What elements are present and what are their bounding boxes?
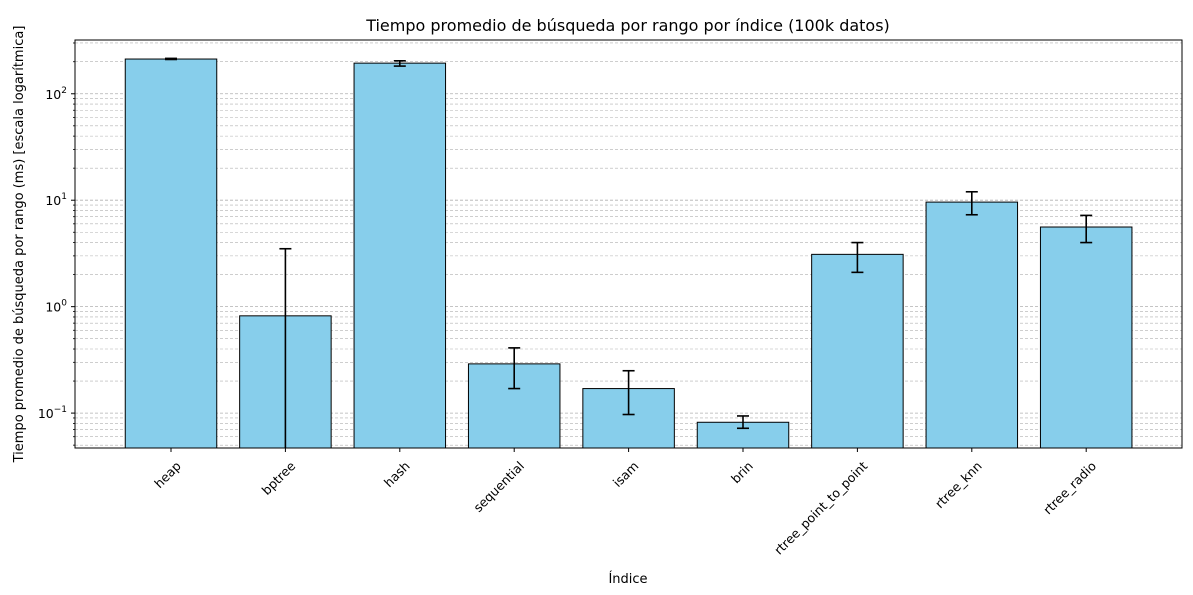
bar-hash (353, 62, 447, 449)
x-tick-label: hash (381, 458, 413, 490)
y-tick-label: 101 (45, 192, 67, 208)
x-axis-ticks: heap bptree hash sequential isam brin rtree_po… (151, 448, 1099, 558)
x-tick-label: heap (151, 458, 184, 491)
x-tick-label: rtree_point_to_point (771, 458, 870, 557)
bar-rtree_radio (1039, 226, 1133, 449)
error-bars-group (165, 57, 1093, 448)
bar-heap (124, 58, 218, 449)
x-tick-label: rtree_knn (932, 458, 985, 511)
x-axis-label: Índice (608, 571, 647, 587)
x-tick-label: sequential (470, 458, 527, 515)
y-tick-label: 100 (45, 299, 67, 315)
bar-rtree_point_to_point (811, 253, 904, 449)
x-tick-label: rtree_radio (1040, 458, 1099, 517)
y-tick-label: 102 (45, 86, 67, 102)
y-axis-label: Tiempo promedio de búsqueda por rango (m… (12, 26, 27, 464)
x-tick-label: bptree (259, 458, 299, 498)
bar-rtree_knn (925, 201, 1019, 449)
bars-group (124, 58, 1133, 449)
chart-title: Tiempo promedio de búsqueda por rango po… (365, 16, 890, 35)
y-tick-label: 10−1 (38, 405, 67, 421)
x-tick-label: brin (728, 458, 756, 486)
x-tick-label: isam (610, 458, 642, 490)
y-axis-ticks: 10−1 100 101 102 (38, 42, 75, 446)
plot-frame (74, 39, 1183, 449)
